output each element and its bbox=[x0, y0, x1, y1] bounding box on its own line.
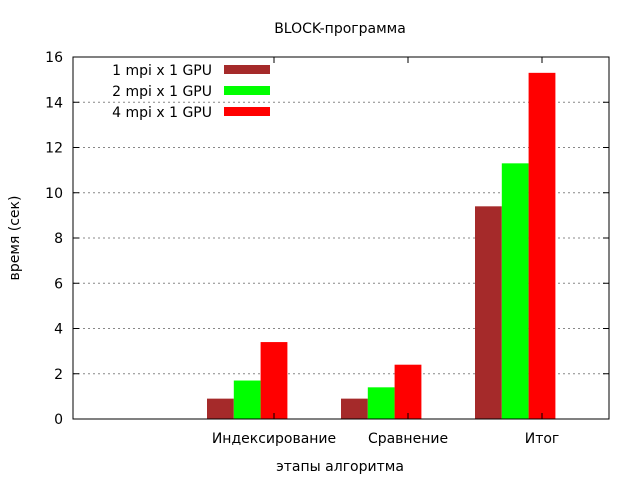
y-tick-label: 12 bbox=[45, 141, 63, 157]
legend-label: 4 mpi x 1 GPU bbox=[112, 105, 212, 121]
bar-3-2 bbox=[394, 364, 422, 419]
chart-title: BLOCK-программа bbox=[274, 21, 406, 37]
y-tick-label: 10 bbox=[45, 186, 63, 202]
legend-swatch bbox=[224, 107, 270, 116]
bar-3-1 bbox=[260, 342, 288, 419]
bar-1-3 bbox=[475, 206, 502, 419]
y-tick-label: 2 bbox=[54, 367, 63, 383]
bar-3-3 bbox=[528, 72, 556, 420]
x-axis-label: этапы алгоритма bbox=[276, 459, 404, 475]
bars bbox=[207, 72, 556, 420]
bar-2-1 bbox=[233, 380, 261, 419]
y-axis-label: время (сек) bbox=[7, 196, 23, 281]
bar-2-2 bbox=[367, 387, 395, 419]
legend-label: 2 mpi x 1 GPU bbox=[112, 84, 212, 100]
y-tick-label: 16 bbox=[45, 50, 63, 66]
legend: 1 mpi x 1 GPU 2 mpi x 1 GPU 4 mpi x 1 GPU bbox=[112, 63, 270, 121]
legend-swatch bbox=[224, 65, 270, 74]
y-tick-label: 4 bbox=[54, 322, 63, 338]
bar-2-3 bbox=[501, 163, 529, 419]
x-tick-label: Сравнение bbox=[368, 431, 448, 447]
bar-1-2 bbox=[341, 398, 368, 419]
y-tick-label: 8 bbox=[54, 231, 63, 247]
bar-1-1 bbox=[207, 398, 234, 419]
y-tick-label: 0 bbox=[54, 412, 63, 428]
y-tick-label: 6 bbox=[54, 276, 63, 292]
axis-ticks: 0 2 4 6 8 10 12 14 16 Индексирование Сравнение Итог bbox=[45, 50, 609, 447]
x-tick-label: Индексирование bbox=[212, 431, 336, 447]
legend-label: 1 mpi x 1 GPU bbox=[112, 63, 212, 79]
legend-swatch bbox=[224, 86, 270, 95]
y-tick-label: 14 bbox=[45, 95, 63, 111]
x-tick-label: Итог bbox=[525, 431, 560, 447]
